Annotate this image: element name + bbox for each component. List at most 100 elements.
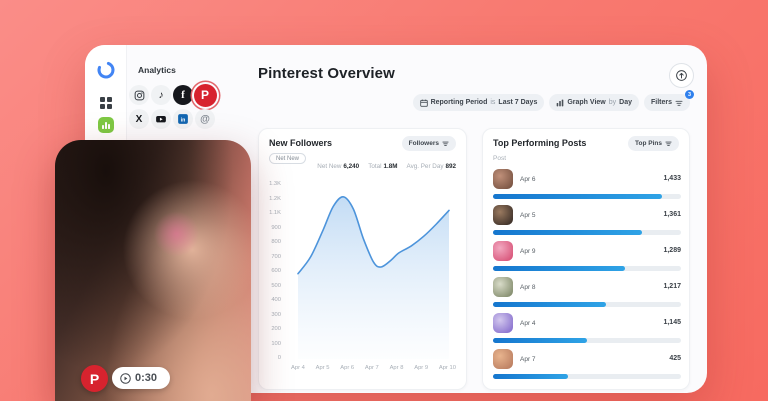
graph-view-pill[interactable]: Graph View by Day xyxy=(549,94,639,111)
x-tick-label: Apr 5 xyxy=(315,365,330,371)
post-value: 1,289 xyxy=(663,247,681,254)
filters-pill[interactable]: Filters 3 xyxy=(643,90,694,111)
calendar-icon xyxy=(419,99,428,107)
pill-label: Filters xyxy=(650,99,672,106)
chart-x-axis: Apr 4 Apr 5 Apr 6 Apr 7 Apr 8 Apr 9 Apr 10 xyxy=(289,365,458,371)
post-thumbnail xyxy=(493,241,513,261)
followers-area-chart xyxy=(289,185,458,359)
y-tick-label: 0 xyxy=(277,355,281,362)
social-icon-tiktok[interactable]: ♪ xyxy=(151,85,171,105)
pill-value: Day xyxy=(619,99,632,106)
post-value: 1,217 xyxy=(663,283,681,290)
y-tick-label: 600 xyxy=(271,268,281,275)
filter-bar: Reporting Period is Last 7 Days Graph Vi… xyxy=(412,90,694,111)
x-tick-label: Apr 6 xyxy=(340,365,355,371)
followers-stats: Net New 6,240 Total 1.8M Avg. Per Day 892 xyxy=(317,163,456,170)
y-tick-label: 1.3K xyxy=(269,181,281,187)
pill-connector: by xyxy=(608,99,617,106)
post-bar-track xyxy=(493,194,681,199)
video-duration-pill[interactable]: 0:30 xyxy=(112,367,170,389)
post-row[interactable]: Apr 7 425 xyxy=(493,349,681,379)
post-value: 1,361 xyxy=(663,211,681,218)
filter-sort-icon xyxy=(665,141,672,146)
post-bar-fill xyxy=(493,374,569,379)
export-button[interactable] xyxy=(669,63,694,88)
followers-dropdown[interactable]: Followers xyxy=(401,136,456,151)
social-icon-threads[interactable]: @ xyxy=(195,109,215,129)
stat-net-new: Net New 6,240 xyxy=(317,163,360,170)
post-bar-fill xyxy=(493,266,625,271)
svg-text:in: in xyxy=(181,117,186,123)
top-pins-dropdown[interactable]: Top Pins xyxy=(628,136,679,151)
social-icon-youtube[interactable] xyxy=(151,109,171,129)
post-bar-track xyxy=(493,338,681,343)
stat-avg-per-day: Avg. Per Day 892 xyxy=(406,163,457,170)
y-tick-label: 1.2K xyxy=(269,195,281,202)
app-logo-icon[interactable] xyxy=(96,60,116,80)
post-date: Apr 6 xyxy=(520,176,536,183)
dropdown-label: Followers xyxy=(408,140,439,147)
social-icon-x[interactable]: X xyxy=(129,109,149,129)
x-tick-label: Apr 7 xyxy=(364,365,379,371)
post-thumbnail xyxy=(493,349,513,369)
y-tick-label: 200 xyxy=(271,326,281,333)
post-row[interactable]: Apr 6 1,433 xyxy=(493,169,681,199)
pill-value: Last 7 Days xyxy=(498,99,538,106)
filters-count-badge: 3 xyxy=(685,90,694,99)
post-bar-track xyxy=(493,374,681,379)
social-icon-instagram[interactable] xyxy=(129,85,149,105)
post-bar-fill xyxy=(493,338,587,343)
x-tick-label: Apr 10 xyxy=(438,365,456,371)
post-bar-fill xyxy=(493,302,606,307)
post-bar-track xyxy=(493,230,681,235)
bar-chart-icon xyxy=(557,99,564,106)
post-value: 425 xyxy=(669,355,681,362)
post-date: Apr 4 xyxy=(520,320,536,327)
reporting-period-pill[interactable]: Reporting Period is Last 7 Days xyxy=(412,94,545,111)
filter-sort-icon xyxy=(675,100,683,106)
posts-list: Apr 6 1,433 Apr 5 1,361 Apr 9 1,289 Apr 8 1,217… xyxy=(493,169,681,379)
posts-card-title: Top Performing Posts xyxy=(493,138,587,148)
video-duration: 0:30 xyxy=(135,372,158,384)
analytics-app-icon[interactable] xyxy=(98,117,114,133)
social-icon-linkedin[interactable]: in xyxy=(173,109,193,129)
post-row[interactable]: Apr 8 1,217 xyxy=(493,277,681,307)
pill-label: Graph View xyxy=(567,99,606,106)
y-tick-label: 300 xyxy=(271,311,281,318)
x-tick-label: Apr 9 xyxy=(414,365,429,371)
filter-sort-icon xyxy=(442,141,449,146)
post-value: 1,145 xyxy=(663,319,681,326)
post-bar-fill xyxy=(493,194,663,199)
top-performing-posts-card: Top Performing Posts Top Pins Post Apr 6… xyxy=(482,128,690,390)
net-new-tag: Net New xyxy=(269,153,307,164)
post-row[interactable]: Apr 5 1,361 xyxy=(493,205,681,235)
y-tick-label: 100 xyxy=(271,340,281,347)
post-row[interactable]: Apr 9 1,289 xyxy=(493,241,681,271)
social-icon-facebook[interactable]: f xyxy=(173,85,193,105)
post-thumbnail xyxy=(493,313,513,333)
y-tick-label: 1.1K xyxy=(269,210,281,217)
pill-label: Reporting Period xyxy=(430,99,488,106)
chart-y-axis: 1.3K 1.2K 1.1K 900 800 700 600 500 400 300 200 100 0 xyxy=(259,181,285,362)
dashboard-grid-icon[interactable] xyxy=(100,97,112,109)
pin-photo-woman xyxy=(55,140,251,401)
y-tick-label: 700 xyxy=(271,253,281,260)
post-value: 1,433 xyxy=(663,175,681,182)
post-date: Apr 5 xyxy=(520,212,536,219)
followers-card-title: New Followers xyxy=(269,138,333,148)
post-column-header: Post xyxy=(493,155,507,162)
y-tick-label: 800 xyxy=(271,239,281,246)
post-row[interactable]: Apr 4 1,145 xyxy=(493,313,681,343)
y-tick-label: 900 xyxy=(271,224,281,231)
post-bar-fill xyxy=(493,230,642,235)
pinterest-badge-icon[interactable]: P xyxy=(81,365,108,392)
post-bar-track xyxy=(493,266,681,271)
y-tick-label: 400 xyxy=(271,297,281,304)
new-followers-card: New Followers Net New Followers Net New 6… xyxy=(258,128,467,390)
x-tick-label: Apr 8 xyxy=(389,365,404,371)
social-icon-pinterest[interactable]: P xyxy=(193,83,217,107)
post-bar-track xyxy=(493,302,681,307)
post-date: Apr 9 xyxy=(520,248,536,255)
